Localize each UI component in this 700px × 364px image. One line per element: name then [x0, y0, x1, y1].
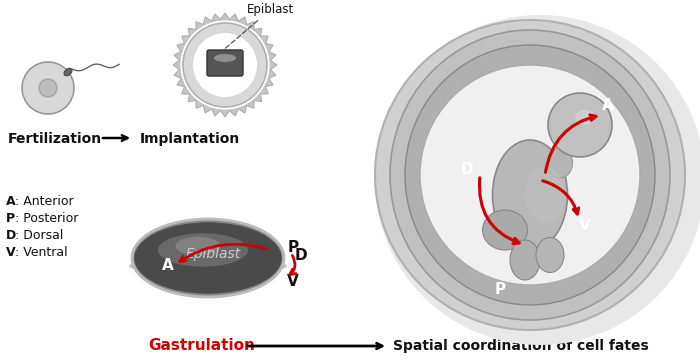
Text: P: P: [6, 212, 15, 225]
Ellipse shape: [214, 54, 236, 62]
Text: V: V: [6, 246, 15, 259]
Ellipse shape: [525, 167, 565, 222]
Ellipse shape: [133, 221, 283, 295]
Text: : Anterior: : Anterior: [15, 195, 74, 208]
Ellipse shape: [420, 65, 640, 285]
Text: : Dorsal: : Dorsal: [15, 229, 64, 242]
FancyBboxPatch shape: [207, 50, 243, 76]
Ellipse shape: [482, 210, 528, 250]
Circle shape: [183, 23, 267, 107]
Polygon shape: [173, 13, 277, 117]
Circle shape: [22, 62, 74, 114]
Text: Epiblast: Epiblast: [223, 3, 294, 50]
Text: Spatial coordination of cell fates: Spatial coordination of cell fates: [393, 339, 649, 353]
Text: Gastrulation: Gastrulation: [148, 339, 255, 353]
Circle shape: [193, 33, 257, 97]
Ellipse shape: [64, 68, 72, 76]
Ellipse shape: [129, 257, 287, 275]
Ellipse shape: [390, 30, 670, 320]
Text: D: D: [6, 229, 16, 242]
Ellipse shape: [575, 110, 595, 124]
Ellipse shape: [405, 45, 655, 305]
Text: Fertilization: Fertilization: [8, 132, 102, 146]
Text: V: V: [579, 218, 591, 233]
Text: A: A: [6, 195, 15, 208]
Ellipse shape: [547, 148, 573, 178]
Ellipse shape: [493, 140, 568, 250]
Text: Implantation: Implantation: [140, 132, 240, 146]
Ellipse shape: [510, 240, 540, 280]
Text: A: A: [162, 258, 174, 273]
Circle shape: [180, 20, 270, 110]
Text: : Posterior: : Posterior: [15, 212, 78, 225]
Circle shape: [39, 79, 57, 97]
Ellipse shape: [158, 233, 248, 267]
Ellipse shape: [375, 15, 700, 345]
Text: A: A: [602, 98, 614, 112]
Text: P: P: [494, 282, 505, 297]
Text: Epiblast: Epiblast: [186, 247, 241, 261]
Text: : Ventral: : Ventral: [15, 246, 68, 259]
Ellipse shape: [536, 237, 564, 273]
Text: V: V: [287, 274, 299, 289]
Text: D: D: [295, 249, 307, 264]
Ellipse shape: [375, 20, 685, 330]
Circle shape: [548, 93, 612, 157]
Ellipse shape: [176, 237, 220, 255]
Text: P: P: [288, 241, 299, 256]
Text: D: D: [461, 162, 473, 178]
